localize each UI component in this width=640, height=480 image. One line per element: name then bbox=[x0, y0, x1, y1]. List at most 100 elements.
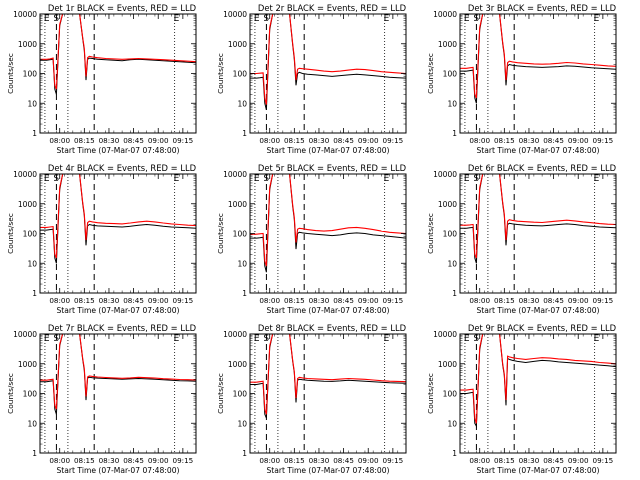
marker-label-s: S bbox=[53, 334, 59, 344]
y-axis: 1 10 100 1000 10000 bbox=[433, 10, 616, 138]
x-tick-label: 08:45 bbox=[123, 456, 144, 465]
y-axis-label: Counts/sec bbox=[6, 373, 15, 414]
x-tick-label: 09:00 bbox=[148, 456, 169, 465]
series-line-events bbox=[460, 334, 616, 428]
chart-title: Det 1r BLACK = Events, RED = LLD bbox=[48, 3, 196, 13]
series-line-lld bbox=[460, 174, 616, 259]
chart-title: Det 3r BLACK = Events, RED = LLD bbox=[468, 3, 616, 13]
y-tick-label: 1 bbox=[242, 289, 247, 298]
y-axis-label: Counts/sec bbox=[426, 213, 435, 254]
series-group bbox=[40, 14, 196, 95]
y-tick-label: 1000 bbox=[18, 200, 37, 209]
time-markers bbox=[44, 14, 176, 133]
x-tick-label: 08:00 bbox=[259, 296, 280, 305]
x-tick-label: 08:45 bbox=[543, 456, 564, 465]
y-tick-label: 1 bbox=[32, 129, 37, 138]
x-tick-label: 08:30 bbox=[99, 296, 120, 305]
marker-label-e: E bbox=[44, 174, 50, 184]
chart-title: Det 7r BLACK = Events, RED = LLD bbox=[48, 323, 196, 333]
x-axis-label: Start Time (07-Mar-07 07:48:00) bbox=[56, 306, 179, 315]
y-tick-label: 1 bbox=[242, 129, 247, 138]
y-tick-label: 1000 bbox=[228, 200, 247, 209]
x-tick-label: 08:00 bbox=[49, 456, 70, 465]
y-tick-label: 1000 bbox=[438, 40, 457, 49]
marker-label-e: E bbox=[254, 14, 260, 24]
time-markers bbox=[464, 174, 596, 293]
y-tick-label: 10 bbox=[237, 99, 247, 108]
marker-label-e: E bbox=[254, 334, 260, 344]
marker-label-e: E bbox=[384, 174, 390, 184]
x-tick-label: 09:15 bbox=[383, 296, 404, 305]
marker-label-s: S bbox=[53, 174, 59, 184]
series-line-lld bbox=[250, 174, 406, 267]
y-tick-label: 10 bbox=[27, 419, 37, 428]
series-line-events bbox=[460, 14, 616, 104]
x-tick-label: 08:30 bbox=[309, 296, 330, 305]
series-group bbox=[250, 334, 406, 419]
series-line-lld bbox=[250, 14, 406, 105]
y-tick-label: 10 bbox=[447, 419, 457, 428]
x-tick-label: 09:00 bbox=[568, 296, 589, 305]
y-axis-label: Counts/sec bbox=[6, 53, 15, 94]
y-axis: 1 10 100 1000 10000 bbox=[433, 170, 616, 298]
x-tick-label: 08:00 bbox=[259, 136, 280, 145]
y-tick-label: 1000 bbox=[228, 360, 247, 369]
x-tick-label: 08:45 bbox=[333, 296, 354, 305]
x-tick-label: 08:00 bbox=[49, 136, 70, 145]
marker-label-e: E bbox=[44, 14, 50, 24]
y-tick-label: 10000 bbox=[223, 10, 247, 19]
x-axis: 08:00 08:15 08:30 08:45 09:00 09:15 bbox=[459, 334, 617, 465]
plot-frame bbox=[249, 173, 407, 294]
series-group bbox=[40, 334, 196, 415]
y-tick-label: 10000 bbox=[13, 10, 37, 19]
x-tick-label: 08:30 bbox=[309, 136, 330, 145]
chart-title: Det 5r BLACK = Events, RED = LLD bbox=[258, 163, 406, 173]
y-axis-label: Counts/sec bbox=[6, 213, 15, 254]
y-axis: 1 10 100 1000 10000 bbox=[223, 330, 406, 458]
y-tick-label: 10 bbox=[237, 419, 247, 428]
marker-label-e: E bbox=[594, 174, 600, 184]
x-tick-label: 08:15 bbox=[74, 456, 95, 465]
y-axis: 1 10 100 1000 10000 bbox=[13, 330, 196, 458]
time-markers bbox=[44, 174, 176, 293]
x-axis: 08:00 08:15 08:30 08:45 09:00 09:15 bbox=[249, 174, 407, 305]
x-tick-label: 09:15 bbox=[593, 296, 614, 305]
x-axis: 08:00 08:15 08:30 08:45 09:00 09:15 bbox=[459, 174, 617, 305]
plot-frame bbox=[459, 333, 617, 454]
chart-title: Det 4r BLACK = Events, RED = LLD bbox=[48, 163, 196, 173]
x-tick-label: 09:15 bbox=[173, 296, 194, 305]
x-axis: 08:00 08:15 08:30 08:45 09:00 09:15 bbox=[39, 174, 197, 305]
x-axis-label: Start Time (07-Mar-07 07:48:00) bbox=[476, 306, 599, 315]
series-line-lld bbox=[460, 334, 616, 424]
series-line-events bbox=[460, 174, 616, 264]
series-line-events bbox=[40, 174, 196, 264]
x-tick-label: 08:00 bbox=[259, 456, 280, 465]
y-tick-label: 10000 bbox=[13, 170, 37, 179]
y-axis-label: Counts/sec bbox=[426, 53, 435, 94]
y-tick-label: 100 bbox=[23, 230, 38, 239]
x-axis-label: Start Time (07-Mar-07 07:48:00) bbox=[266, 306, 389, 315]
y-tick-label: 1 bbox=[452, 129, 457, 138]
marker-label-s: S bbox=[473, 334, 479, 344]
x-axis: 08:00 08:15 08:30 08:45 09:00 09:15 bbox=[249, 14, 407, 145]
x-axis-label: Start Time (07-Mar-07 07:48:00) bbox=[56, 466, 179, 475]
x-tick-label: 09:00 bbox=[358, 456, 379, 465]
y-tick-label: 10 bbox=[27, 99, 37, 108]
y-tick-label: 1 bbox=[32, 449, 37, 458]
x-tick-label: 08:00 bbox=[469, 136, 490, 145]
marker-label-s: S bbox=[473, 14, 479, 24]
y-tick-label: 1000 bbox=[438, 360, 457, 369]
y-tick-label: 1 bbox=[452, 449, 457, 458]
series-line-lld bbox=[40, 14, 196, 90]
y-axis: 1 10 100 1000 10000 bbox=[433, 330, 616, 458]
time-markers bbox=[464, 334, 596, 453]
x-axis-label: Start Time (07-Mar-07 07:48:00) bbox=[266, 146, 389, 155]
y-tick-label: 100 bbox=[233, 230, 248, 239]
x-tick-label: 08:15 bbox=[494, 296, 515, 305]
y-tick-label: 1 bbox=[242, 449, 247, 458]
time-markers bbox=[464, 14, 596, 133]
x-axis-label: Start Time (07-Mar-07 07:48:00) bbox=[476, 146, 599, 155]
